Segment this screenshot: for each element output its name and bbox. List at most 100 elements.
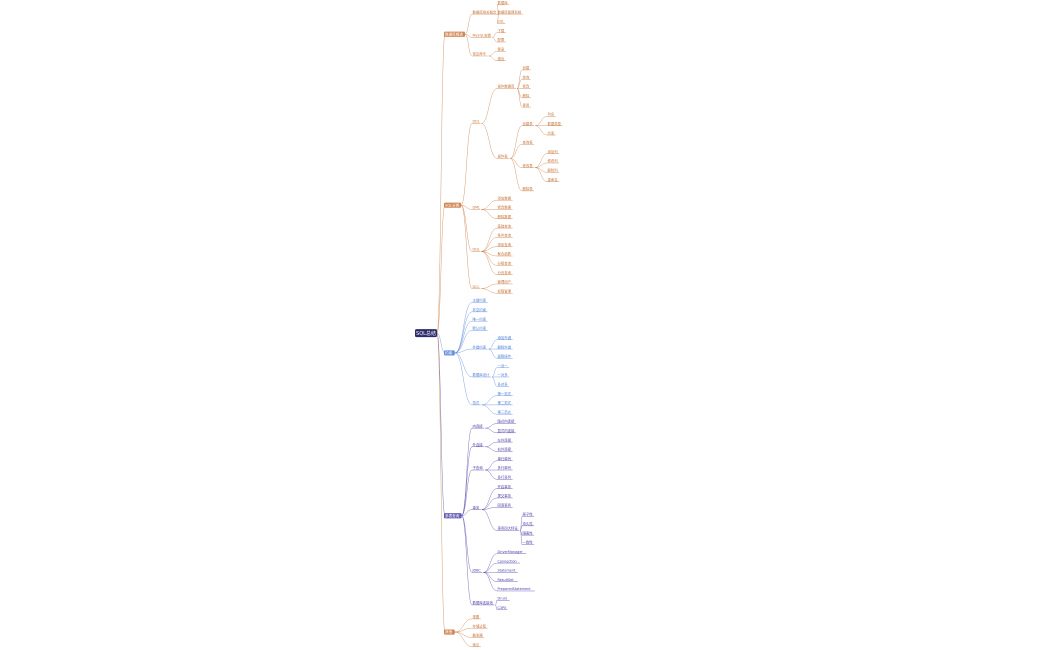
connector bbox=[535, 153, 548, 168]
connector bbox=[520, 530, 523, 545]
connector bbox=[492, 37, 498, 43]
connector bbox=[481, 227, 498, 252]
connector bbox=[481, 288, 498, 294]
branch-node bbox=[444, 31, 465, 37]
connector bbox=[454, 330, 473, 354]
node-label: C3P0 bbox=[498, 606, 507, 610]
branch-node bbox=[444, 629, 455, 635]
connector bbox=[460, 123, 473, 206]
connector bbox=[510, 144, 523, 159]
node-label: 提交事务 bbox=[498, 493, 512, 498]
node-label: 数据库相关概念 bbox=[473, 9, 497, 14]
connector bbox=[481, 488, 498, 510]
node-label: DCL bbox=[473, 285, 480, 289]
connector bbox=[454, 302, 473, 354]
branch-node bbox=[444, 202, 462, 208]
connector bbox=[488, 55, 498, 61]
node-label: 列名 bbox=[548, 112, 555, 117]
node-label: 回滚事务 bbox=[498, 502, 512, 507]
node-label: 修改列 bbox=[548, 158, 559, 163]
connector bbox=[491, 376, 498, 387]
connector bbox=[485, 469, 498, 480]
node-label: 删除表 bbox=[523, 186, 534, 191]
connector bbox=[495, 604, 498, 610]
node-label: 条件查询 bbox=[498, 233, 512, 238]
node-label: JDBC bbox=[472, 569, 482, 573]
connector bbox=[481, 123, 498, 159]
node-label: SQL bbox=[498, 20, 505, 24]
node-label: 多行多列 bbox=[498, 475, 512, 480]
node-label: 重命名 bbox=[548, 177, 558, 182]
node-label: DDL bbox=[473, 120, 480, 124]
connector bbox=[461, 509, 473, 516]
connector bbox=[481, 209, 498, 220]
node-label: 删除 bbox=[523, 93, 530, 98]
node-label: DML bbox=[473, 206, 481, 210]
branch-label: 其他 bbox=[445, 629, 453, 634]
node-label: 非空约束 bbox=[473, 307, 487, 312]
connector bbox=[510, 125, 523, 159]
root-label: SQL总结 bbox=[416, 330, 436, 337]
node-label: Druid bbox=[498, 596, 507, 600]
node-label: 常见命令 bbox=[473, 51, 487, 56]
node-label: 持久性 bbox=[523, 521, 534, 526]
connector bbox=[454, 348, 473, 354]
connector bbox=[535, 116, 548, 126]
branch-node bbox=[444, 350, 455, 356]
node-label: 事务 bbox=[473, 505, 480, 510]
node-label: 登录 bbox=[498, 47, 505, 52]
connector bbox=[483, 562, 498, 573]
connector bbox=[481, 395, 498, 406]
node-label: 一致性 bbox=[523, 540, 534, 545]
connector bbox=[485, 441, 498, 447]
node-label: 唯一约束 bbox=[473, 316, 487, 321]
node-label: 修改表 bbox=[523, 163, 534, 168]
node-label: 第三范式 bbox=[498, 409, 512, 414]
node-label: 数据类型 bbox=[548, 121, 562, 126]
connector bbox=[454, 352, 473, 378]
node-label: 第一范式 bbox=[498, 391, 512, 396]
node-label: 数据库设计 bbox=[473, 372, 491, 377]
connector bbox=[481, 246, 498, 252]
node-label: 外连接 bbox=[473, 442, 484, 447]
connector bbox=[481, 404, 498, 415]
connector bbox=[535, 167, 548, 182]
connector bbox=[510, 158, 523, 168]
node-label: 索引 bbox=[473, 642, 480, 647]
connector bbox=[483, 553, 498, 573]
node-label: 原子性 bbox=[523, 512, 534, 517]
connector bbox=[485, 427, 498, 434]
branch-label: SQL分类 bbox=[445, 202, 460, 207]
connector bbox=[464, 34, 473, 57]
root-node bbox=[415, 329, 437, 338]
node-label: DQL bbox=[473, 248, 480, 252]
node-label: 范式 bbox=[473, 400, 480, 405]
connector bbox=[491, 367, 498, 378]
connector bbox=[483, 572, 498, 592]
connector bbox=[516, 88, 523, 108]
labels: 数据库数据库管理系统SQL数据库相关概念下载配置MySQL安装登录退出常见命令数… bbox=[415, 0, 563, 647]
connector bbox=[481, 509, 498, 531]
connector bbox=[481, 283, 498, 289]
node-label: 配置 bbox=[498, 37, 505, 42]
connector bbox=[492, 32, 498, 38]
node-label: 聚合函数 bbox=[498, 251, 512, 256]
node-label: 视图 bbox=[473, 614, 480, 619]
node-label: 权限管理 bbox=[498, 288, 512, 293]
node-label: 添加外键 bbox=[498, 335, 512, 340]
node-label: 数据库连接池 bbox=[473, 600, 494, 605]
node-label: 内连接 bbox=[473, 423, 484, 428]
node-label: 隔离性 bbox=[523, 530, 534, 535]
connector bbox=[510, 158, 523, 192]
connector bbox=[461, 204, 473, 210]
node-label: 基础查询 bbox=[498, 223, 512, 228]
node-label: 多行单列 bbox=[498, 465, 512, 470]
connector bbox=[481, 497, 498, 510]
connector bbox=[516, 79, 523, 89]
connector bbox=[488, 51, 498, 57]
connector bbox=[461, 469, 473, 516]
connector bbox=[461, 515, 473, 573]
node-label: DriverManager bbox=[498, 550, 524, 554]
node-label: 修改 bbox=[523, 84, 530, 89]
